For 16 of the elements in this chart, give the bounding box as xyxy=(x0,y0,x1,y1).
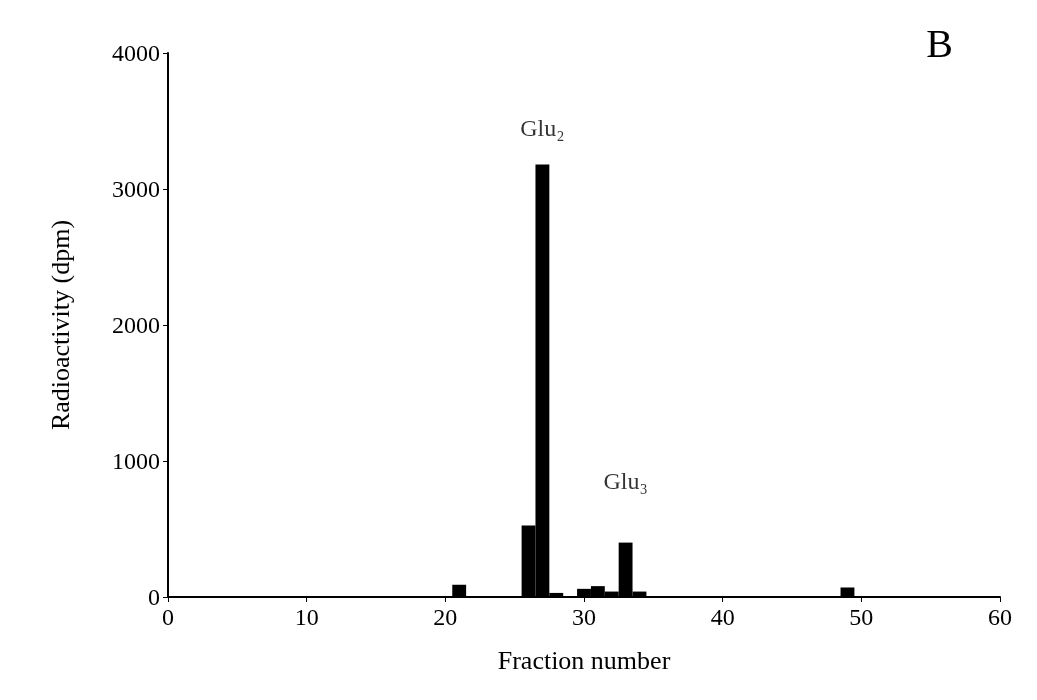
annotation: Glu₃ xyxy=(603,467,648,494)
y-tick-label: 1000 xyxy=(112,448,160,474)
annotation: Glu₂ xyxy=(520,114,565,141)
x-tick-label: 20 xyxy=(433,604,458,630)
x-tick-label: 10 xyxy=(294,604,319,630)
x-tick-label: 50 xyxy=(849,604,874,630)
x-tick-label: 60 xyxy=(988,604,1012,630)
x-tick-label: 30 xyxy=(572,604,596,630)
y-tick-label: 3000 xyxy=(112,176,160,202)
x-axis-title: Fraction number xyxy=(497,645,671,675)
y-axis-title: Radioactivity (dpm) xyxy=(45,219,75,431)
chart-title: B xyxy=(926,20,954,66)
y-tick-label: 4000 xyxy=(112,40,160,66)
x-tick-label: 40 xyxy=(710,604,735,630)
y-tick-label: 0 xyxy=(148,584,160,610)
y-tick-label: 2000 xyxy=(112,312,160,338)
